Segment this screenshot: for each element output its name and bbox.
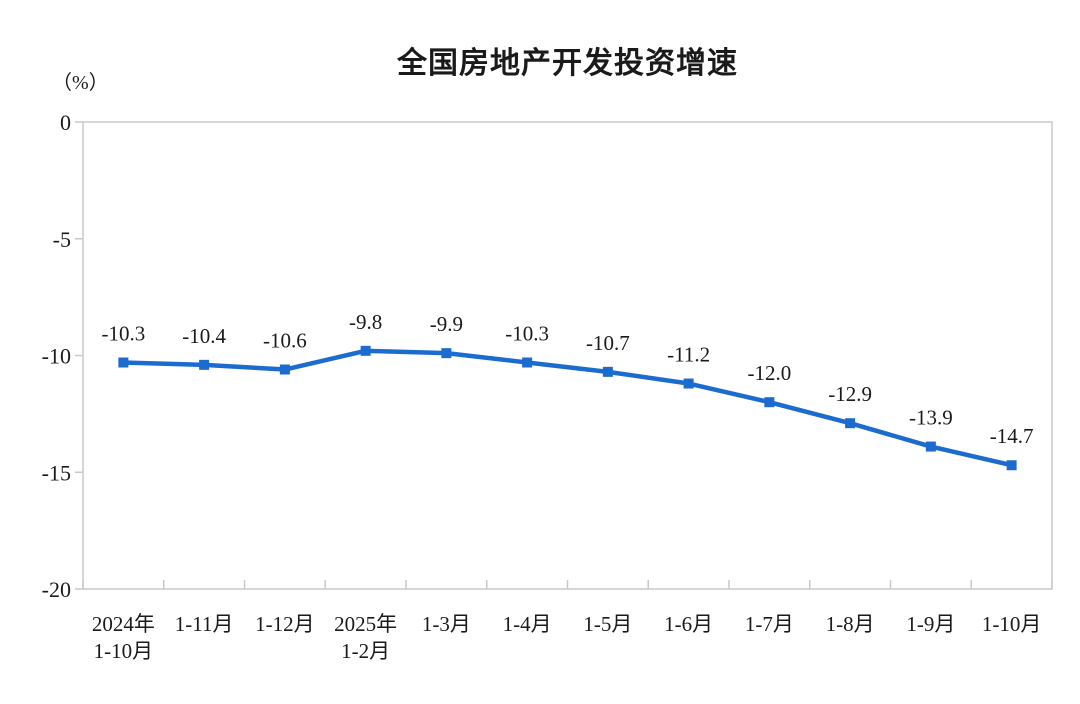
data-point-marker (764, 397, 775, 408)
y-axis-tick-label: -20 (42, 577, 71, 602)
x-axis-tick-label: 1-12月 (255, 612, 315, 636)
data-point-marker (118, 357, 129, 368)
data-point-marker (199, 359, 210, 370)
x-axis-tick-label: 2024年 1-10月 (92, 612, 155, 663)
data-point-marker (602, 366, 613, 377)
data-point-label: -12.9 (828, 382, 872, 406)
data-point-label: -9.8 (349, 310, 382, 334)
x-axis-tick-label: 1-9月 (906, 612, 955, 636)
x-axis-tick-label: 2025年 1-2月 (334, 612, 397, 663)
data-point-label: -13.9 (909, 406, 953, 430)
x-axis-tick-label: 1-5月 (583, 612, 632, 636)
data-point-label: -9.9 (430, 312, 463, 336)
data-point-label: -10.3 (505, 322, 549, 346)
y-axis-tick-label: -5 (53, 227, 71, 252)
data-point-marker (1006, 460, 1017, 471)
data-point-marker (441, 348, 452, 359)
x-axis-tick-label: 1-10月 (982, 612, 1042, 636)
data-point-label: -10.7 (586, 331, 630, 355)
chart-title: 全国房地产开发投资增速 (397, 46, 738, 81)
data-point-label: -10.3 (102, 322, 146, 346)
x-axis-tick-label: 1-8月 (826, 612, 875, 636)
plot-border (82, 121, 1053, 590)
data-point-marker (360, 345, 371, 356)
x-axis-tick-label: 1-4月 (503, 612, 552, 636)
data-point-marker (925, 441, 936, 452)
x-axis-tick-label: 1-7月 (745, 612, 794, 636)
x-axis-tick-label: 1-11月 (175, 612, 234, 636)
data-point-label: -14.7 (990, 424, 1034, 448)
x-axis-tick-label: 1-6月 (664, 612, 713, 636)
data-point-label: -10.4 (182, 324, 226, 348)
y-axis-unit-label: （%） (52, 72, 109, 94)
data-point-marker (279, 364, 290, 375)
y-axis-tick-label: -15 (42, 460, 71, 485)
data-series-line (121, 348, 1014, 468)
y-axis-tick-label: -10 (42, 344, 71, 369)
x-axis-tick-label: 1-3月 (422, 612, 471, 636)
data-point-marker (683, 378, 694, 389)
y-axis-tick-label: 0 (60, 110, 71, 135)
data-point-marker (845, 418, 856, 429)
data-point-marker (522, 357, 533, 368)
data-point-label: -12.0 (748, 361, 792, 385)
data-point-label: -10.6 (263, 329, 307, 353)
data-point-label: -11.2 (667, 343, 710, 367)
